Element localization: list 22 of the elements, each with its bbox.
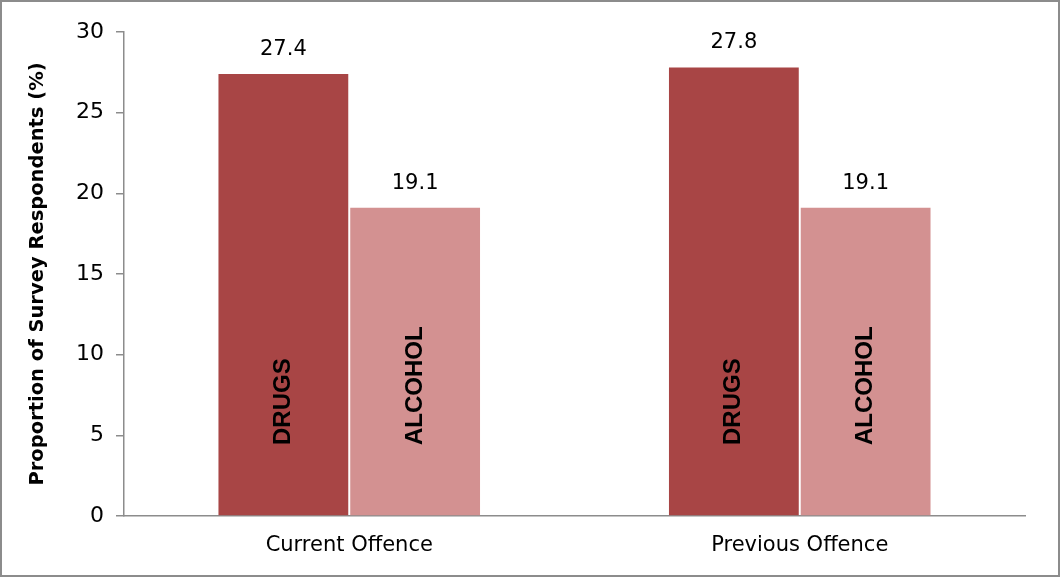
bar — [800, 207, 931, 516]
y-axis-title: Proportion of Survey Respondents (%) — [24, 62, 48, 486]
data-label: 27.4 — [259, 35, 307, 60]
y-tick-label: 25 — [76, 98, 104, 124]
y-tick-label: 10 — [76, 340, 104, 366]
data-label: 27.8 — [710, 29, 758, 54]
y-tick-label: 20 — [76, 179, 104, 205]
bar — [218, 73, 349, 516]
y-tick-label: 30 — [76, 17, 104, 43]
text: ALCOHOL — [850, 326, 878, 445]
y-tick-label: 15 — [76, 259, 104, 285]
data-label: 19.1 — [391, 169, 439, 194]
y-tick-label: 5 — [90, 421, 104, 447]
bar — [668, 67, 799, 516]
x-tick-label: Previous Offence — [711, 532, 889, 557]
data-label: 19.1 — [842, 169, 890, 194]
x-tick-label: Current Offence — [265, 532, 433, 557]
series-label: DRUGS — [718, 358, 746, 445]
text: DRUGS — [267, 358, 295, 445]
series-label: ALCOHOL — [399, 326, 427, 445]
y-tick-label: 0 — [90, 501, 104, 527]
bar — [350, 207, 481, 516]
